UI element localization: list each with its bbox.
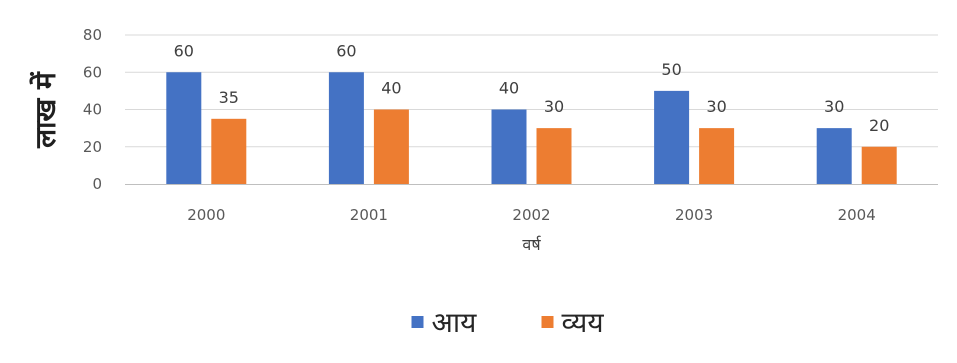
bar-series-1	[328, 72, 364, 184]
data-label-series-1: 60	[174, 41, 194, 60]
bar-series-1	[166, 72, 202, 184]
bar-series-1	[654, 90, 690, 184]
y-tick-label: 20	[83, 138, 102, 156]
gridlines	[125, 34, 938, 148]
x-axis-title: वर्ष	[522, 235, 541, 254]
legend-swatch-series-2	[541, 316, 554, 328]
bars	[166, 72, 897, 184]
data-label-series-2: 40	[381, 79, 401, 98]
legend-label-series-1: आय	[432, 306, 478, 339]
y-tick-label: 0	[92, 175, 102, 193]
y-tick-label: 80	[83, 26, 102, 44]
data-label-series-2: 20	[869, 116, 889, 135]
bar-series-1	[491, 109, 527, 184]
legend-swatch-series-1	[411, 316, 424, 328]
x-tick-label: 2002	[512, 206, 550, 224]
data-label-series-1: 30	[824, 97, 844, 116]
data-label-series-2: 30	[706, 97, 726, 116]
data-label-series-1: 50	[661, 60, 681, 79]
y-tick-label: 40	[83, 101, 102, 119]
bar-series-2	[211, 118, 247, 184]
x-tick-label: 2003	[675, 206, 713, 224]
x-tick-label: 2000	[187, 206, 225, 224]
bar-series-2	[699, 128, 735, 184]
y-tick-label: 60	[83, 63, 102, 81]
legend-label-series-2: व्यय	[562, 306, 605, 339]
x-axis-ticks: 2000 2001 2002 2003 2004	[187, 206, 876, 224]
data-label-series-2: 30	[544, 97, 564, 116]
data-label-series-1: 60	[336, 41, 356, 60]
x-tick-label: 2004	[838, 206, 876, 224]
bar-series-2	[536, 128, 572, 184]
x-tick-label: 2001	[350, 206, 388, 224]
bar-series-2	[373, 109, 409, 184]
bar-series-2	[861, 146, 897, 184]
data-label-series-2: 35	[219, 88, 239, 107]
y-axis-title: लाख में	[29, 71, 62, 149]
bar-series-1	[816, 128, 852, 184]
y-axis-ticks: 0 20 40 60 80	[83, 26, 102, 193]
data-label-series-1: 40	[499, 79, 519, 98]
bar-labels: 60 35 60 40 40 30 50 30 30 20	[174, 41, 890, 135]
legend: आय व्यय	[411, 306, 605, 339]
